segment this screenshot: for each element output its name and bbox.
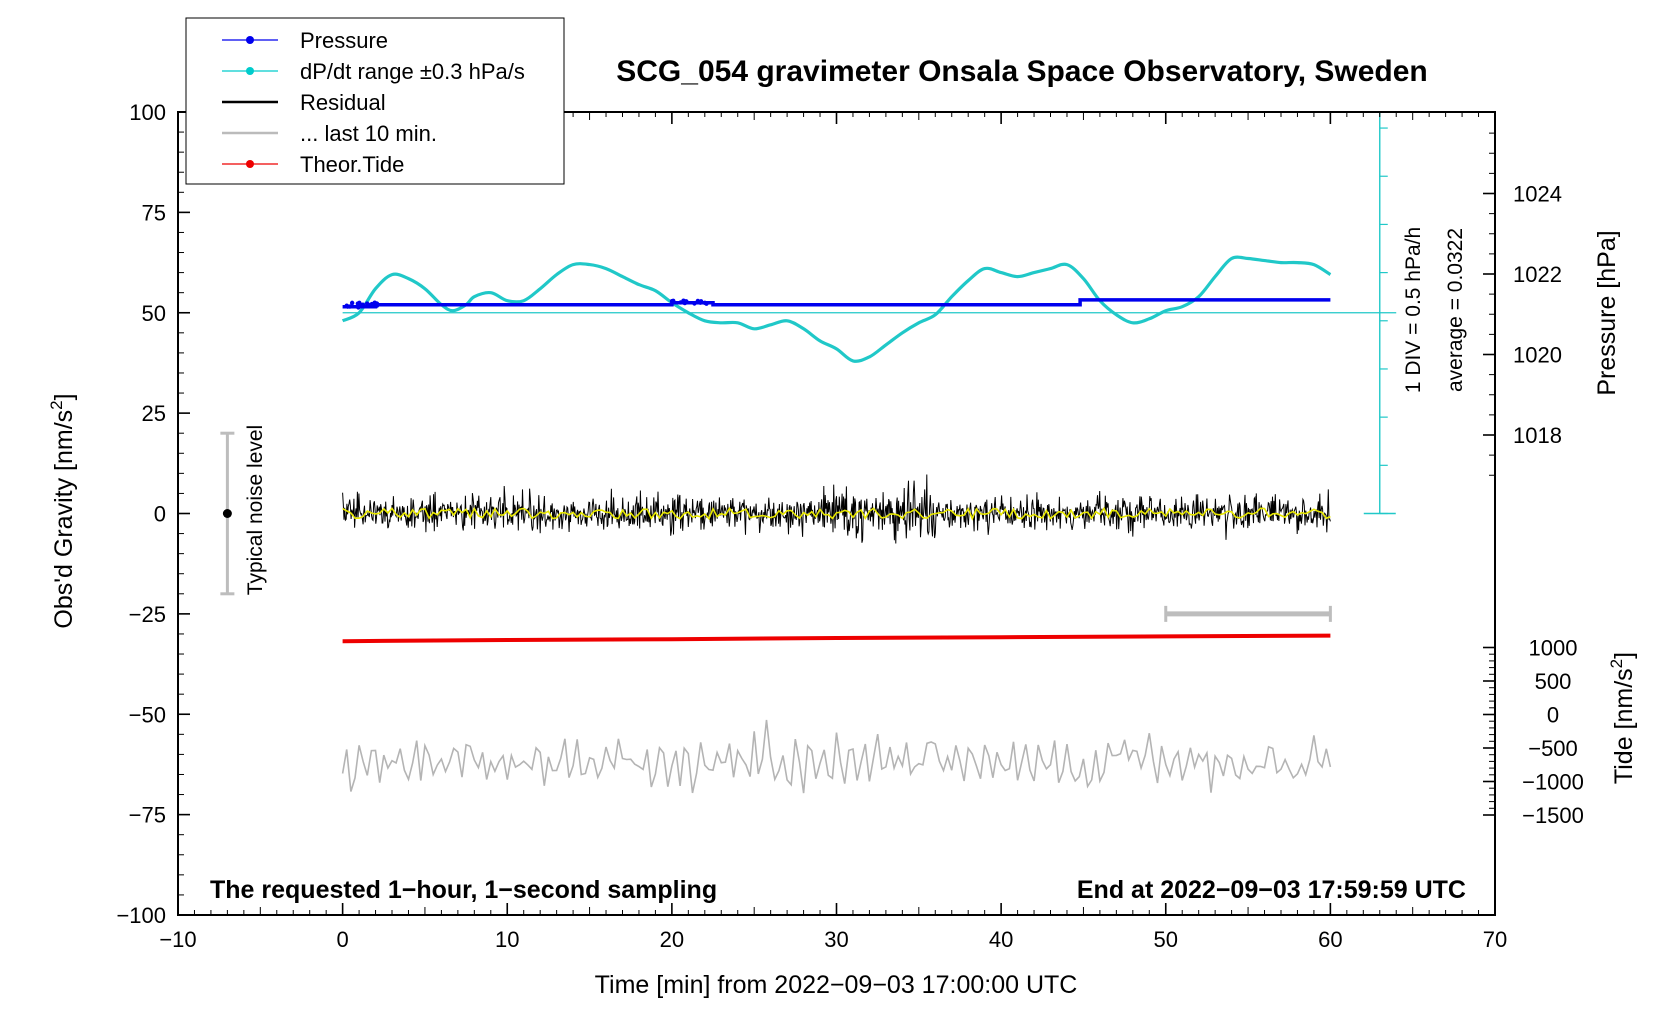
pressure-tick-label: 1024 xyxy=(1513,182,1562,207)
tide-axis-title: Tide [nm/s2] xyxy=(1607,652,1638,784)
tide-tick-label: −1000 xyxy=(1522,770,1584,795)
legend-label-residual: Residual xyxy=(300,90,386,115)
tide-tick-label: 0 xyxy=(1547,703,1559,728)
x-tick-label: 40 xyxy=(989,927,1013,952)
legend-item-pressure: Pressure xyxy=(222,28,388,53)
x-axis-title: Time [min] from 2022−09−03 17:00:00 UTC xyxy=(595,971,1078,999)
legend-label-dpdt: dP/dt range ±0.3 hPa/s xyxy=(300,59,525,84)
legend-label-tide: Theor.Tide xyxy=(300,152,404,177)
noise-bar-center xyxy=(222,509,232,518)
x-tick-label: 20 xyxy=(660,927,684,952)
tide-tick-label: 1000 xyxy=(1529,636,1578,661)
legend-item-last10: ... last 10 min. xyxy=(222,121,437,146)
residual-smoothed-line xyxy=(342,506,1331,521)
legend-item-residual: Residual xyxy=(222,90,386,115)
chart-title: SCG_054 gravimeter Onsala Space Observat… xyxy=(616,55,1428,88)
legend-label-last10: ... last 10 min. xyxy=(300,121,437,146)
x-tick-label: 50 xyxy=(1154,927,1178,952)
y-tick-label: 25 xyxy=(142,401,166,426)
y-tick-label: 0 xyxy=(154,502,166,527)
pressure-point xyxy=(704,301,709,306)
pressure-point xyxy=(360,302,366,307)
last10-series-line xyxy=(341,719,1332,794)
series-layer xyxy=(220,112,1397,794)
pressure-tick-label: 1018 xyxy=(1513,423,1562,448)
dpdt-scale-div-label: 1 DIV = 0.5 hPa/h xyxy=(1402,227,1425,393)
y-tick-label: −25 xyxy=(129,602,166,627)
pressure-point xyxy=(349,300,355,306)
y-tick-label: −75 xyxy=(129,803,166,828)
y-tick-label: 50 xyxy=(142,301,166,326)
pressure-point xyxy=(692,301,697,306)
pressure-point xyxy=(684,299,689,304)
legend-marker-pressure xyxy=(246,36,254,44)
noise-level-label: Typical noise level xyxy=(244,425,267,595)
tide-tick-label: −500 xyxy=(1528,736,1578,761)
tide-series-line xyxy=(342,633,1331,644)
dpdt-series-line xyxy=(341,255,1332,363)
pressure-axis-title: Pressure [hPa] xyxy=(1593,230,1621,395)
legend-item-dpdt: dP/dt range ±0.3 hPa/s xyxy=(222,59,525,84)
pressure-point xyxy=(369,301,375,307)
y-tick-label: 75 xyxy=(142,200,166,225)
sampling-note: The requested 1−hour, 1−second sampling xyxy=(210,876,717,904)
legend-marker-tide xyxy=(246,160,254,168)
pressure-tick-label: 1022 xyxy=(1513,262,1562,287)
pressure-point xyxy=(357,300,362,306)
x-tick-label: 10 xyxy=(495,927,519,952)
tide-tick-label: 500 xyxy=(1535,669,1572,694)
pressure-point xyxy=(366,302,371,307)
pressure-point xyxy=(374,301,380,306)
legend: Pressure dP/dt range ±0.3 hPa/s Residual… xyxy=(185,17,565,185)
x-tick-label: 0 xyxy=(337,927,349,952)
dpdt-scale-average-label: average = 0.0322 xyxy=(1444,228,1467,392)
end-time-note: End at 2022−09−03 17:59:59 UTC xyxy=(1077,876,1466,904)
x-tick-label: 30 xyxy=(824,927,848,952)
y-tick-label: −100 xyxy=(116,903,166,928)
legend-marker-dpdt xyxy=(246,67,254,75)
residual-series-line xyxy=(342,474,1331,544)
y-tick-label: −50 xyxy=(129,702,166,727)
tide-tick-label: −1500 xyxy=(1522,803,1584,828)
left-axis-title: Obs'd Gravity [nm/s2] xyxy=(47,393,78,628)
pressure-point xyxy=(345,304,350,309)
y-tick-label: 100 xyxy=(129,100,166,125)
legend-label-pressure: Pressure xyxy=(300,28,388,53)
legend-item-tide: Theor.Tide xyxy=(222,152,404,177)
x-tick-label: −10 xyxy=(159,927,196,952)
x-tick-label: 60 xyxy=(1318,927,1342,952)
pressure-tick-label: 1020 xyxy=(1513,343,1562,368)
pressure-point xyxy=(669,298,675,304)
x-tick-label: 70 xyxy=(1483,927,1507,952)
pressure-point xyxy=(698,299,704,304)
